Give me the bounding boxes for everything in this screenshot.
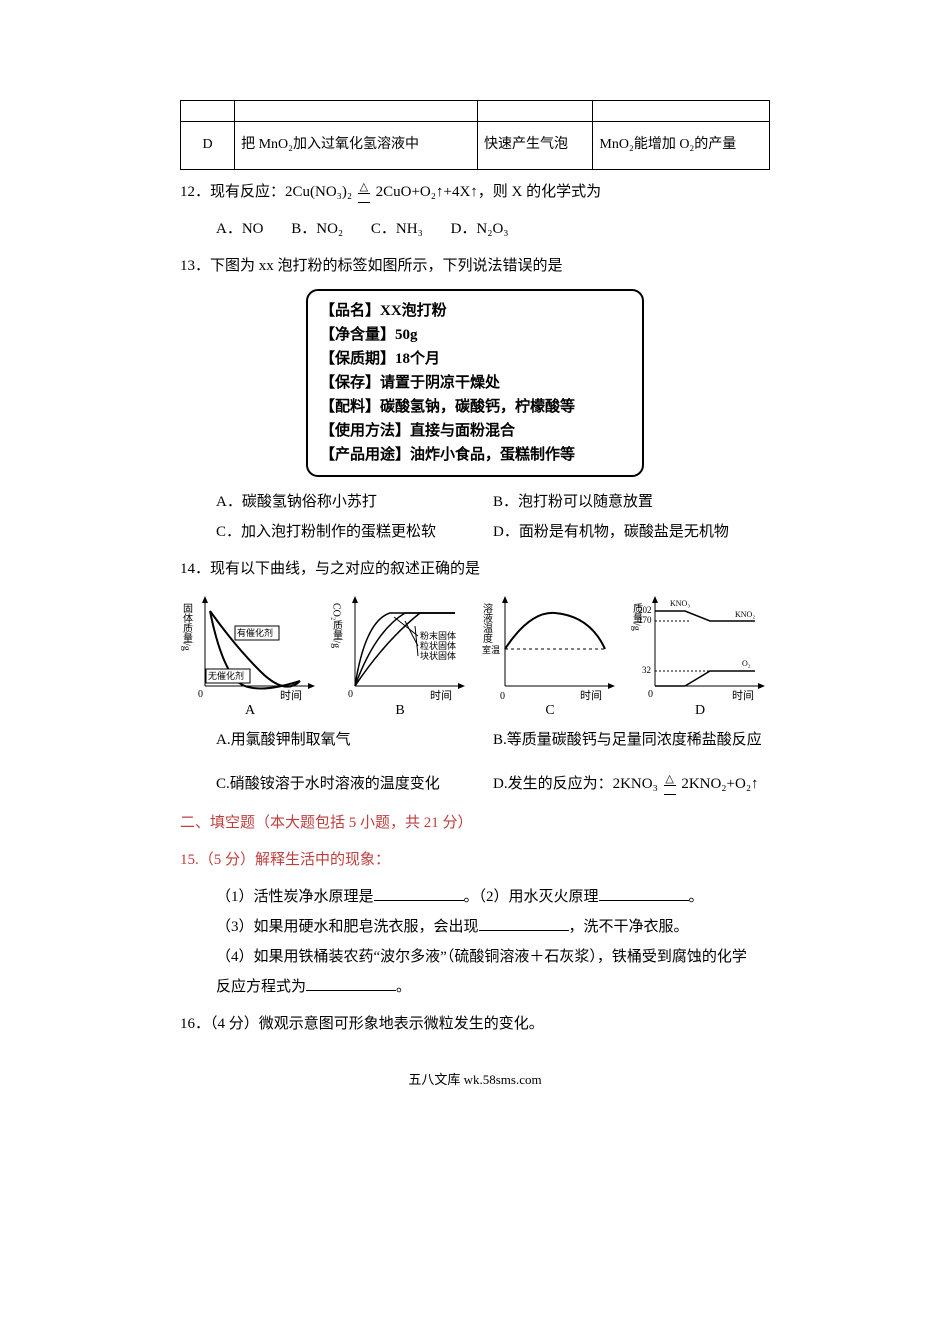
q13-opt-c: C．加入泡打粉制作的蛋糕更松软 (216, 517, 493, 547)
reaction-delta-icon: △ (358, 182, 370, 203)
svg-text:170: 170 (638, 615, 652, 625)
q15-line1: （1）活性炭净水原理是。（2）用水灭火原理。 (216, 882, 770, 912)
q14-options-row2: C.硝酸铵溶于水时溶液的温度变化 D.发生的反应为：2KNO₃ △ 2KNO₂+… (216, 769, 770, 799)
cell-empty (235, 101, 478, 122)
svg-text:0: 0 (198, 689, 203, 700)
q16-stem: 16．（4 分）微观示意图可形象地表示微粒发生的变化。 (180, 1010, 770, 1039)
q13-options: A．碳酸氢钠俗称小苏打 B．泡打粉可以随意放置 (216, 487, 770, 517)
q12-prefix: 12．现有反应：2Cu(NO₃)₂ (180, 184, 352, 200)
q14-opt-c: C.硝酸铵溶于水时溶液的温度变化 (216, 769, 493, 799)
chart-c-label: C (480, 703, 620, 719)
cell-empty (478, 101, 593, 122)
cell-empty (593, 101, 770, 122)
svg-text:粒状固体: 粒状固体 (420, 640, 456, 651)
svg-text:块状固体: 块状固体 (420, 650, 456, 661)
q15-line3: （3）如果用硬水和肥皂洗衣服，会出现，洗不干净衣服。 (216, 912, 770, 942)
q14-charts: 固体质量/g 有催化剂 无催化剂 0 时间 A CO₂质量/g (180, 591, 770, 719)
page-footer: 五八文库 wk.58sms.com (180, 1069, 770, 1088)
q14-opt-a: A.用氯酸钾制取氧气 (216, 725, 493, 755)
section-2-heading: 二、填空题（本大题包括 5 小题，共 21 分） (180, 809, 770, 838)
chart-a-ylabel: 固体质量/g (181, 603, 193, 651)
svg-text:CO₂质量/g: CO₂质量/g (331, 603, 343, 648)
q13-opt-d: D．面粉是有机物，碳酸盐是无机物 (493, 517, 770, 547)
label-line-storage: 【保存】请置于阴凉干燥处 (320, 371, 630, 395)
svg-text:202: 202 (638, 605, 652, 615)
q14-opt-d: D.发生的反应为：2KNO₃ △ 2KNO₂+O₂↑ (493, 769, 770, 799)
row-d-conclusion: MnO₂能增加 O₂的产量 (593, 122, 770, 170)
chart-b-label: B (330, 703, 470, 719)
chart-d-label: D (630, 703, 770, 719)
q14-opt-b: B.等质量碳酸钙与足量同浓度稀盐酸反应 (493, 725, 770, 755)
q12-opt-b: B．NO₂ (291, 214, 343, 244)
q12-opt-d: D．N₂O₃ (451, 214, 509, 244)
svg-text:32: 32 (642, 665, 651, 675)
blank-input[interactable] (374, 885, 464, 901)
row-d-letter: D (181, 122, 235, 170)
svg-text:O₂: O₂ (742, 659, 751, 668)
svg-text:0: 0 (500, 691, 505, 701)
q14-stem: 14．现有以下曲线，与之对应的叙述正确的是 (180, 555, 770, 584)
reaction-delta-icon: △ (664, 774, 676, 795)
svg-text:0: 0 (348, 689, 353, 700)
chart-d: 质量/g 202 170 32 KNO₃ KNO₂ O₂ 0 时间 D (630, 591, 770, 719)
label-line-ingredients: 【配料】碳酸氢钠，碳酸钙，柠檬酸等 (320, 395, 630, 419)
label-line-purpose: 【产品用途】油炸小食品，蛋糕制作等 (320, 443, 630, 467)
q12-suffix: 2CuO+O₂↑+4X↑，则 X 的化学式为 (376, 184, 601, 200)
q13-opt-b: B．泡打粉可以随意放置 (493, 487, 770, 517)
svg-text:0: 0 (648, 689, 653, 700)
svg-text:无催化剂: 无催化剂 (208, 670, 244, 681)
q13-options-row2: C．加入泡打粉制作的蛋糕更松软 D．面粉是有机物，碳酸盐是无机物 (216, 517, 770, 547)
q13-opt-a: A．碳酸氢钠俗称小苏打 (216, 487, 493, 517)
blank-input[interactable] (306, 975, 396, 991)
svg-text:粉末固体: 粉末固体 (420, 630, 456, 641)
row-d-experiment: 把 MnO₂加入过氧化氢溶液中 (235, 122, 478, 170)
chart-a-label: A (180, 703, 320, 719)
q15-line4a: （4）如果用铁桶装农药“波尔多液”（硫酸铜溶液＋石灰浆），铁桶受到腐蚀的化学 (216, 942, 770, 972)
label-line-netweight: 【净含量】50g (320, 323, 630, 347)
cell-empty (181, 101, 235, 122)
q15-line4b: 反应方程式为。 (216, 972, 770, 1002)
svg-text:时间: 时间 (280, 689, 302, 701)
q12-options: A．NO B．NO₂ C．NH₃ D．N₂O₃ (216, 214, 770, 244)
svg-text:有催化剂: 有催化剂 (237, 627, 273, 638)
chart-a: 固体质量/g 有催化剂 无催化剂 0 时间 A (180, 591, 320, 719)
label-line-name: 【品名】XX泡打粉 (320, 299, 630, 323)
label-line-shelflife: 【保质期】18个月 (320, 347, 630, 371)
label-line-usage: 【使用方法】直接与面粉混合 (320, 419, 630, 443)
svg-text:溶液温度: 溶液温度 (481, 602, 493, 644)
svg-text:KNO₂: KNO₂ (735, 610, 755, 619)
chart-b: CO₂质量/g 粉末固体 粒状固体 块状固体 0 时间 B (330, 591, 470, 719)
svg-text:时间: 时间 (732, 689, 754, 701)
experiment-table: D 把 MnO₂加入过氧化氢溶液中 快速产生气泡 MnO₂能增加 O₂的产量 (180, 100, 770, 170)
svg-text:KNO₃: KNO₃ (670, 599, 690, 608)
blank-input[interactable] (479, 915, 569, 931)
q15-head: 15.（5 分）解释生活中的现象： (180, 846, 770, 875)
q12-opt-a: A．NO (216, 214, 264, 244)
q12-stem: 12．现有反应：2Cu(NO₃)₂ △ 2CuO+O₂↑+4X↑，则 X 的化学… (180, 178, 770, 207)
product-label-card: 【品名】XX泡打粉 【净含量】50g 【保质期】18个月 【保存】请置于阴凉干燥… (306, 289, 644, 477)
svg-text:室温: 室温 (482, 644, 500, 655)
q12-opt-c: C．NH₃ (371, 214, 423, 244)
q13-stem: 13．下图为 xx 泡打粉的标签如图所示，下列说法错误的是 (180, 252, 770, 281)
svg-text:时间: 时间 (430, 689, 452, 701)
svg-text:时间: 时间 (580, 689, 602, 701)
blank-input[interactable] (599, 885, 689, 901)
row-d-observation: 快速产生气泡 (478, 122, 593, 170)
chart-c: 溶液温度 室温 0 时间 C (480, 591, 620, 719)
q14-options-row1: A.用氯酸钾制取氧气 B.等质量碳酸钙与足量同浓度稀盐酸反应 (216, 725, 770, 755)
